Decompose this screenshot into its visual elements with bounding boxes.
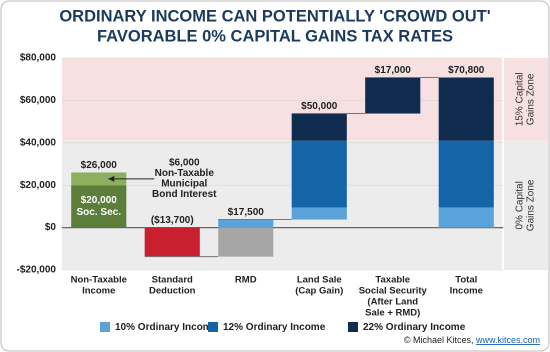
bar-segment bbox=[218, 219, 274, 228]
legend-label: 12% Ordinary Income bbox=[223, 322, 326, 333]
y-tick-label: $20,000 bbox=[20, 180, 57, 191]
x-tick-label: Standard bbox=[152, 275, 193, 286]
bar-segment bbox=[218, 227, 274, 257]
bar-segment bbox=[365, 77, 421, 114]
x-tick-label: Land Sale bbox=[297, 275, 342, 286]
bar-segment bbox=[71, 172, 127, 186]
total-label: $17,000 bbox=[375, 65, 412, 76]
zone-label: Gains Zone bbox=[526, 73, 537, 125]
bar-segment bbox=[291, 207, 347, 220]
credit-text: © Michael Kitces, bbox=[404, 335, 476, 345]
y-tick-label: $60,000 bbox=[20, 95, 57, 106]
bar-segment bbox=[438, 77, 494, 141]
x-tick-label: Taxable bbox=[375, 275, 410, 286]
x-tick-label: RMD bbox=[235, 275, 257, 286]
annotation: Municipal bbox=[161, 179, 207, 190]
bar-segment bbox=[291, 140, 347, 208]
legend-label: 22% Ordinary Income bbox=[363, 322, 466, 333]
x-tick-label: Deduction bbox=[149, 286, 196, 297]
bar-segment bbox=[291, 113, 347, 141]
total-label: $17,500 bbox=[228, 207, 265, 218]
legend-label: 10% Ordinary Income bbox=[115, 322, 218, 333]
total-label: $70,800 bbox=[448, 65, 485, 76]
total-label: $26,000 bbox=[81, 160, 118, 171]
bar-note: Soc. Sec. bbox=[77, 207, 122, 218]
bar-label: $20,000 bbox=[81, 195, 118, 206]
bar-segment bbox=[438, 207, 494, 228]
y-tick-label: $80,000 bbox=[20, 53, 57, 64]
x-tick-label: Total bbox=[455, 275, 477, 286]
y-tick-label: $0 bbox=[45, 222, 57, 233]
bar-segment bbox=[438, 140, 494, 208]
annotation: $6,000 bbox=[169, 158, 200, 169]
credit-link[interactable]: www.kitces.com bbox=[475, 335, 540, 345]
chart-title: ORDINARY INCOME CAN POTENTIALLY 'CROWD O… bbox=[59, 7, 490, 25]
x-tick-label: (Cap Gain) bbox=[295, 286, 343, 297]
x-tick-label: Social Security bbox=[359, 286, 428, 297]
y-tick-label: -$20,000 bbox=[17, 265, 57, 276]
arrow-head bbox=[108, 175, 115, 182]
credit: © Michael Kitces, www.kitces.com bbox=[404, 335, 540, 345]
x-tick-label: Sale + RMD) bbox=[365, 308, 420, 319]
total-label: $50,000 bbox=[301, 101, 338, 112]
annotation: Bond Interest bbox=[152, 189, 217, 200]
bar-segment bbox=[144, 227, 200, 257]
y-tick-label: $40,000 bbox=[20, 137, 57, 148]
legend-swatch bbox=[348, 322, 358, 332]
bar-segment bbox=[71, 185, 127, 228]
zone-label: 0% Capital bbox=[515, 181, 526, 229]
zone-label: Gains Zone bbox=[526, 179, 537, 231]
chart-title: FAVORABLE 0% CAPITAL GAINS TAX RATES bbox=[97, 27, 453, 45]
x-tick-label: Non-Taxable bbox=[71, 275, 127, 286]
total-label: ($13,700) bbox=[151, 215, 194, 226]
x-tick-label: Income bbox=[450, 286, 483, 297]
x-tick-label: Income bbox=[82, 286, 115, 297]
legend-swatch bbox=[208, 322, 218, 332]
zone-label: 15% Capital bbox=[515, 72, 526, 126]
legend-swatch bbox=[100, 322, 110, 332]
x-tick-label: (After Land bbox=[367, 297, 418, 308]
annotation: Non-Taxable bbox=[155, 168, 215, 179]
